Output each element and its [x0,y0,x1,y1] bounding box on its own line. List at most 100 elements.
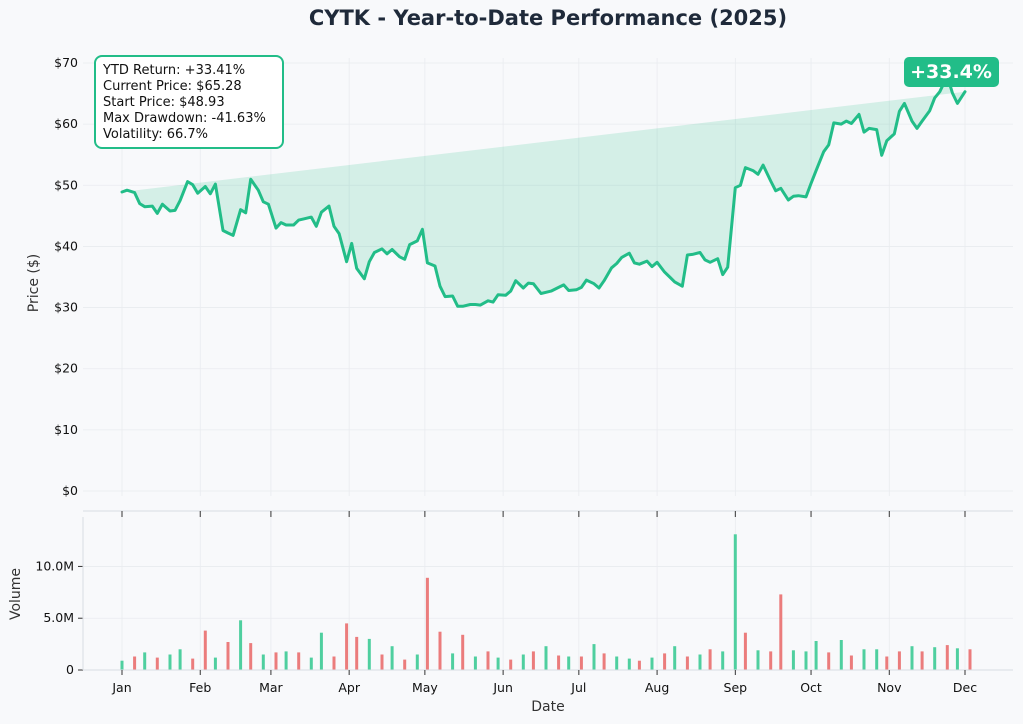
volume-bar [968,649,972,670]
volume-bar [627,658,631,670]
volume-bar [461,634,465,670]
volume-bar [685,656,689,670]
x-tick-label: Oct [800,680,822,695]
price-y-tick-label: $50 [54,177,78,192]
volume-bar [849,655,853,670]
price-y-axis-label: Price ($) [26,254,42,312]
return-badge-text: +33.4% [910,61,992,83]
volume-bar [120,660,124,670]
volume-bars-group [120,534,972,671]
volume-bar [804,651,808,670]
volume-bar [261,654,265,670]
stats-line-start-price: Start Price: $48.93 [103,95,225,110]
price-x-ticks [121,511,966,517]
volume-bar [178,649,182,670]
volume-bar [415,654,419,670]
volume-y-axis-label: Volume [8,568,24,620]
volume-bar [509,659,513,670]
volume-bar [673,646,677,670]
volume-bar [390,646,394,670]
volume-bar [345,623,349,670]
volume-bar [637,660,641,670]
x-axis-label: Date [531,699,564,715]
x-tick-label: Nov [877,680,902,695]
x-tick-label: Mar [259,680,283,695]
volume-bar [332,656,336,670]
x-tick-label: Apr [338,680,360,695]
x-tick-label: May [412,680,438,695]
volume-bar [319,632,323,670]
x-tick-label: Feb [189,680,211,695]
volume-bar [557,655,561,670]
volume-bar [885,656,889,670]
volume-y-tick-label: 5.0M [43,610,74,625]
volume-bar [708,649,712,670]
price-y-tick-label: $0 [62,483,78,498]
chart-title: CYTK - Year-to-Date Performance (2025) [308,6,788,30]
volume-bar [473,656,477,670]
stats-line-volatility: Volatility: 66.7% [103,127,208,142]
volume-bar [143,652,147,670]
volume-bar [862,649,866,670]
volume-bar [733,534,737,670]
volume-bar [168,654,172,670]
volume-bar [955,648,959,671]
volume-bar [133,656,137,670]
volume-x-ticks: Jan Feb Mar Apr May Jun Jul Aug Sep Oct Nov Dec [111,670,977,695]
price-y-tick-label: $10 [54,422,78,437]
volume-gridlines [83,517,1013,671]
volume-bar [355,636,359,670]
stats-line-max-drawdown: Max Drawdown: -41.63% [103,111,266,126]
volume-bar [249,643,253,670]
volume-bar [791,650,795,670]
x-tick-label: Jan [111,680,131,695]
volume-bar [663,653,667,670]
volume-bar [451,653,455,670]
volume-bar [284,651,288,670]
price-y-tick-label: $20 [54,361,78,376]
price-line [120,74,967,308]
price-line-group [120,74,967,308]
volume-bar [933,647,937,670]
price-y-tick-label: $70 [54,55,78,70]
volume-y-tick-label: 10.0M [35,558,74,573]
price-y-tick-label: $40 [54,238,78,253]
volume-bar [721,651,725,670]
volume-bar [743,632,747,670]
stats-line-current-price: Current Price: $65.28 [103,79,242,94]
volume-bar [875,649,879,670]
volume-bar [839,640,843,670]
x-tick-label: Dec [953,680,977,695]
volume-bar [496,657,500,670]
volume-bar [486,651,490,670]
volume-bar [274,652,278,670]
x-tick-label: Jul [570,680,586,695]
volume-bar [531,651,535,670]
volume-bar [309,657,313,670]
volume-bar [945,645,949,670]
volume-bar [769,651,773,670]
volume-bar [910,646,914,670]
volume-bar [521,654,525,670]
volume-bar [191,658,195,670]
volume-bar [779,594,783,670]
volume-bar [567,656,571,670]
volume-bar [920,651,924,670]
volume-bar [425,577,429,670]
volume-bar [367,638,371,670]
volume-y-tick-label: 0 [66,662,74,677]
x-tick-label: Sep [724,680,748,695]
volume-bar [226,642,230,670]
volume-bar [698,654,702,670]
volume-bar [239,620,243,670]
price-y-tick-label: $30 [54,300,78,315]
volume-bar [592,644,596,670]
volume-bar [602,653,606,670]
volume-bar [155,657,159,670]
volume-bar [897,651,901,670]
return-badge: +33.4% [904,57,999,87]
volume-bar [297,652,301,670]
x-tick-label: Jun [492,680,513,695]
return-badge-bg [904,57,999,87]
